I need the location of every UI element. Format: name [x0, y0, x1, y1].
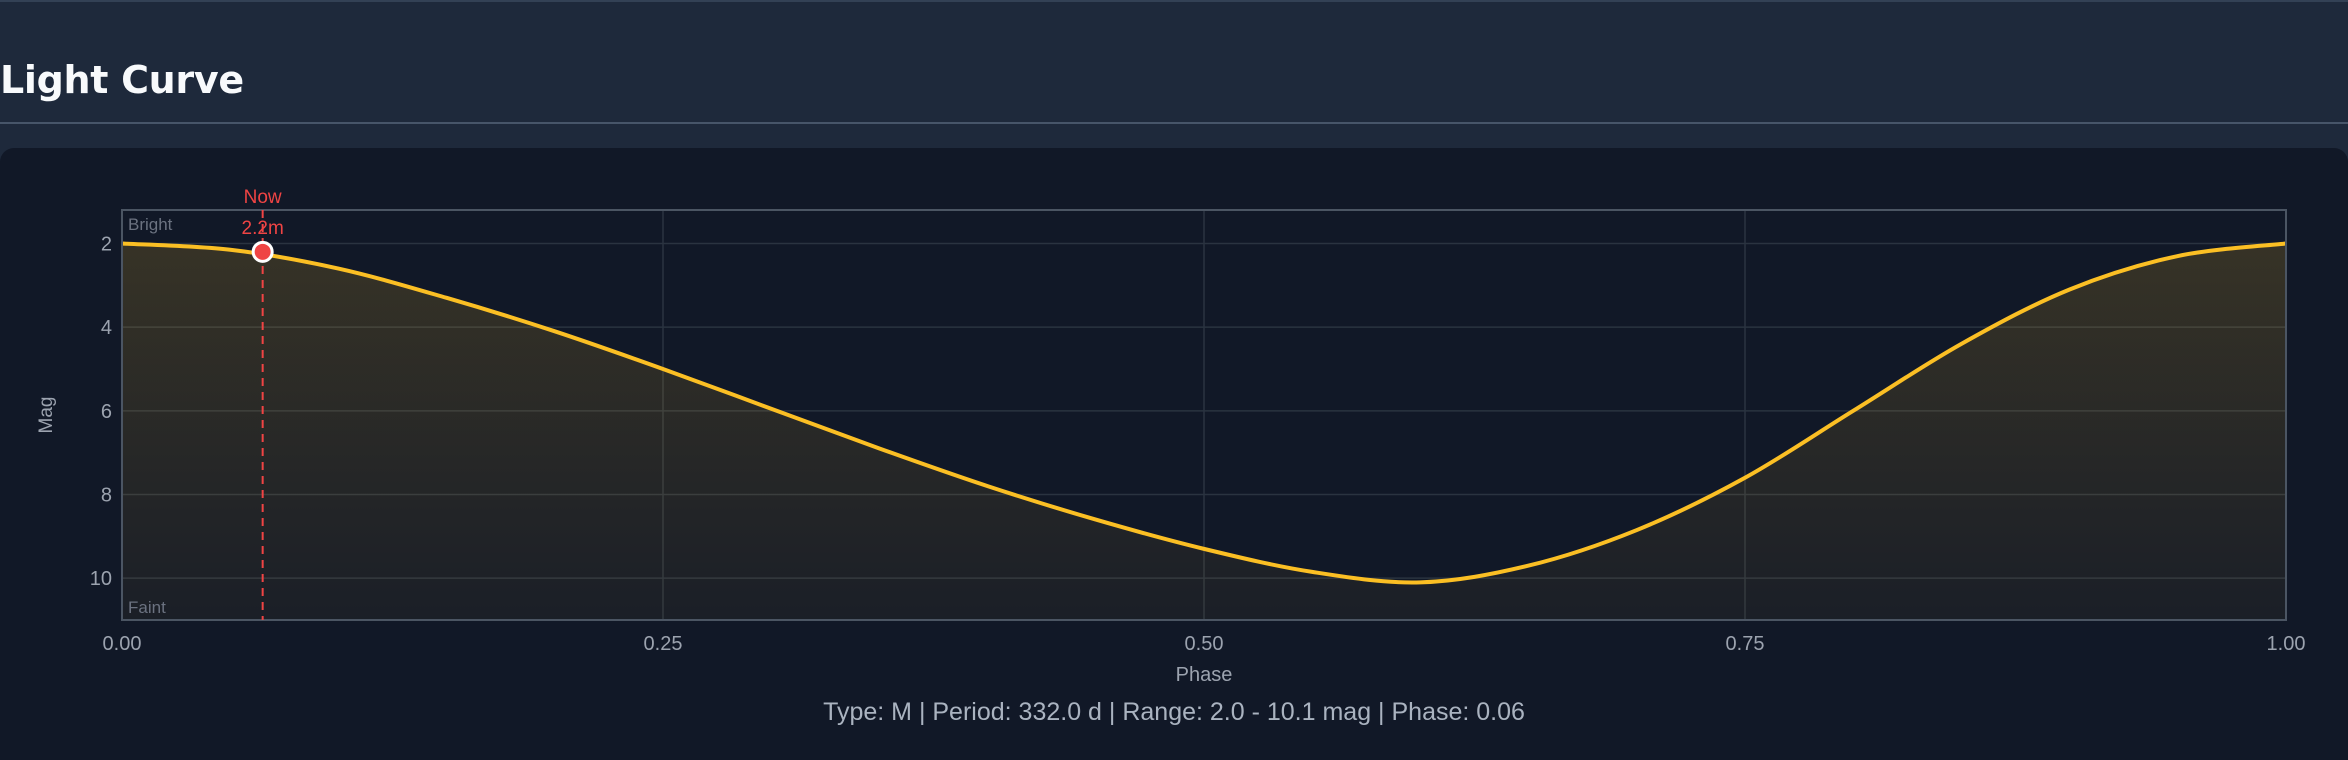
- now-marker-point: [251, 240, 274, 263]
- page-title: Light Curve: [0, 58, 244, 102]
- y-tick-label: 10: [90, 568, 112, 590]
- x-tick-label: 0.25: [644, 633, 683, 655]
- now-value-label: 2.2m: [242, 218, 284, 239]
- now-label: Now: [244, 187, 282, 208]
- x-axis-label: Phase: [1176, 664, 1233, 686]
- x-tick-label: 0.50: [1185, 633, 1224, 655]
- y-tick-label: 6: [101, 401, 112, 423]
- bright-label: Bright: [128, 215, 173, 234]
- x-tick-label: 0.00: [103, 633, 142, 655]
- section-header: Light Curve: [0, 2, 2348, 124]
- light-curve-card: 0.00 0.25 0.50 0.75 1.00 2 4 6 8 10 Phase Mag Bright…: [0, 148, 2348, 760]
- curve-area-fill: [122, 243, 2286, 620]
- plot-border: [121, 209, 2287, 621]
- y-tick-label: 4: [101, 317, 112, 339]
- y-tick-label: 8: [101, 484, 112, 506]
- summary-text: Type: M | Period: 332.0 d | Range: 2.0 -…: [823, 698, 1525, 726]
- top-border: [0, 0, 2348, 2]
- light-curve-line: [121, 241, 2287, 585]
- light-curve-chart: 0.00 0.25 0.50 0.75 1.00 2 4 6 8 10 Phase Mag Bright…: [36, 187, 2306, 686]
- x-tick-label: 0.75: [1726, 633, 1765, 655]
- y-axis-label: Mag: [36, 397, 57, 434]
- faint-label: Faint: [128, 598, 166, 617]
- y-tick-label: 2: [101, 233, 112, 255]
- x-tick-label: 1.00: [2267, 633, 2306, 655]
